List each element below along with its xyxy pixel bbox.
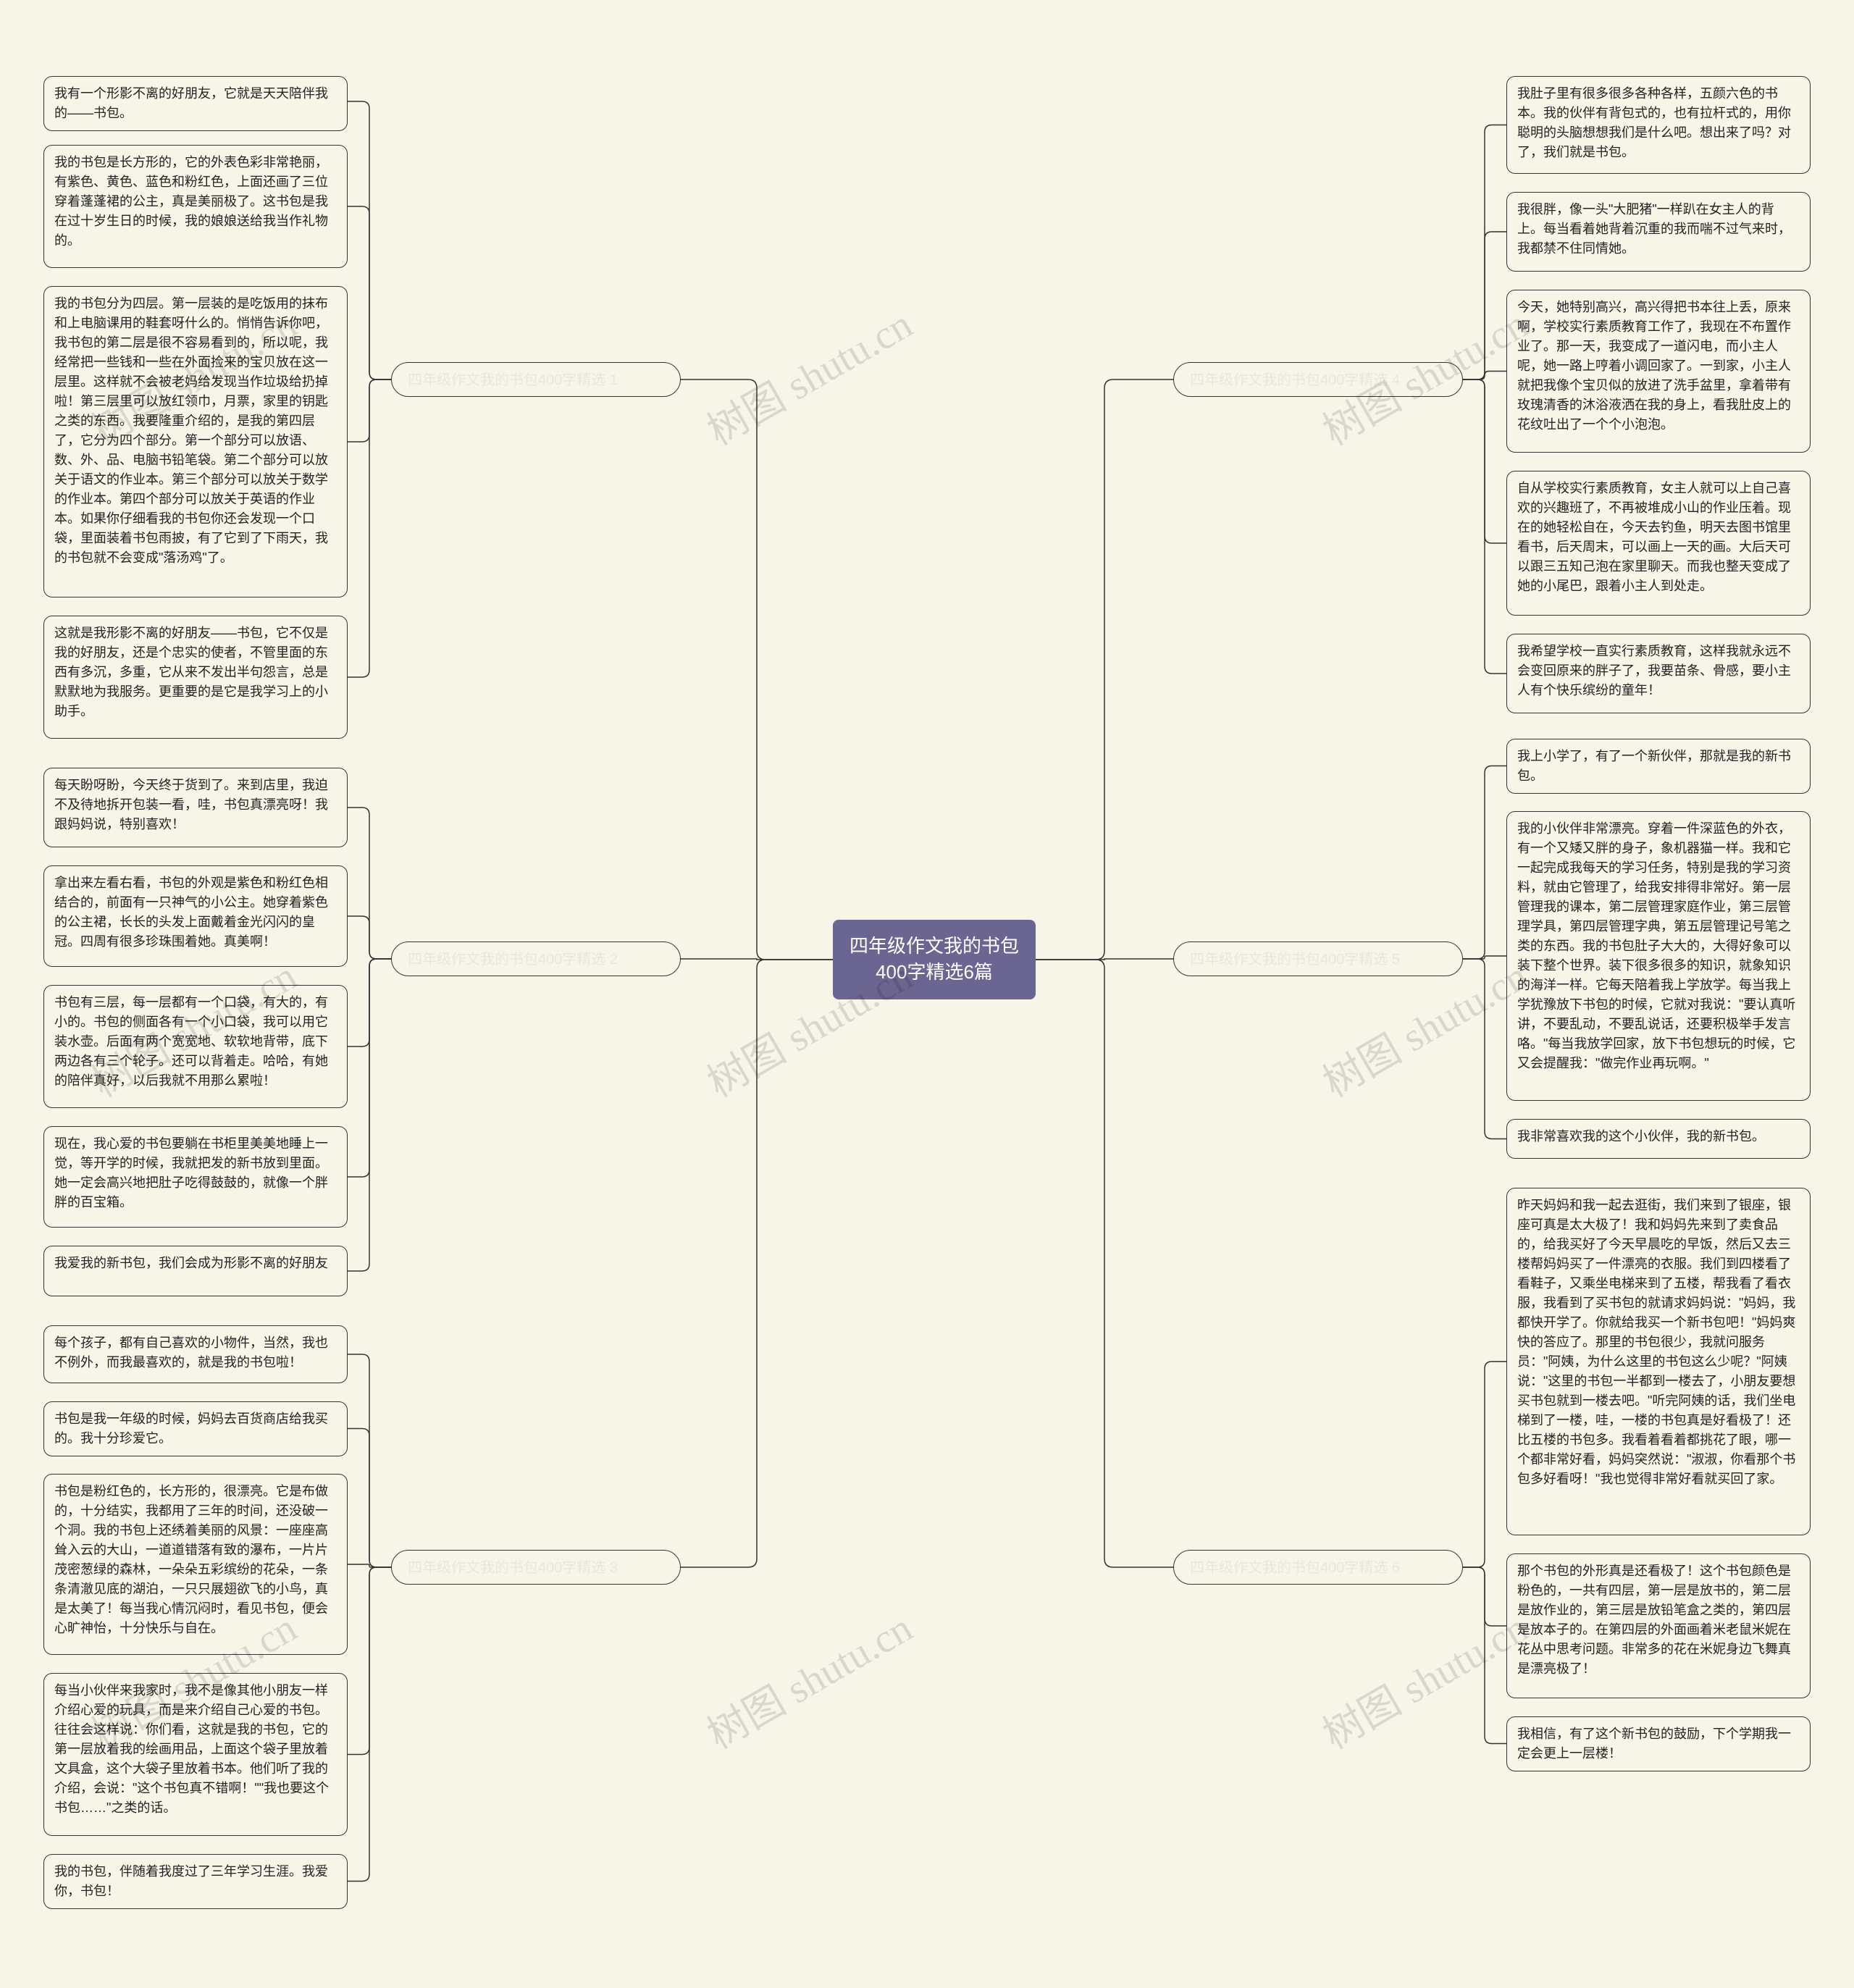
leaf-node: 书包是我一年级的时候，妈妈去百货商店给我买的。我十分珍爱它。 [43,1401,348,1456]
leaf-node: 每天盼呀盼，今天终于货到了。来到店里，我迫不及待地拆开包装一看，哇，书包真漂亮呀… [43,768,348,847]
leaf-node: 我肚子里有很多很多各种各样，五颜六色的书本。我的伙伴有背包式的，也有拉杆式的，用… [1506,76,1811,174]
center-node: 四年级作文我的书包400字精选6篇 [833,920,1036,999]
branch-node: 四年级作文我的书包400字精选 5 [1173,941,1463,976]
branch-node: 四年级作文我的书包400字精选 3 [391,1550,681,1585]
leaf-node: 现在，我心爱的书包要躺在书柜里美美地睡上一觉，等开学的时候，我就把发的新书放到里… [43,1126,348,1228]
leaf-node: 书包是粉红色的，长方形的，很漂亮。它是布做的，十分结实，我都用了三年的时间，还没… [43,1474,348,1655]
watermark: 树图 shutu.cn [695,293,922,457]
leaf-node: 我上小学了，有了一个新伙伴，那就是我的新书包。 [1506,739,1811,794]
leaf-node: 我很胖，像一头"大肥猪"一样趴在女主人的背上。每当看着她背着沉重的我而喘不过气来… [1506,192,1811,272]
leaf-node: 书包有三层，每一层都有一个口袋，有大的，有小的。书包的侧面各有一个小口袋，我可以… [43,985,348,1108]
leaf-node: 那个书包的外形真是还看极了！这个书包颜色是粉色的，一共有四层，第一层是放书的，第… [1506,1553,1811,1698]
branch-node: 四年级作文我的书包400字精选 2 [391,941,681,976]
leaf-node: 我非常喜欢我的这个小伙伴，我的新书包。 [1506,1119,1811,1159]
leaf-node: 今天，她特别高兴，高兴得把书本往上丢，原来啊，学校实行素质教育工作了，我现在不布… [1506,290,1811,453]
leaf-node: 拿出来左看右看，书包的外观是紫色和粉红色相结合的，前面有一只神气的小公主。她穿着… [43,865,348,967]
leaf-node: 我希望学校一直实行素质教育，这样我就永远不会变回原来的胖子了，我要苗条、骨感，要… [1506,634,1811,713]
leaf-node: 我的书包，伴随着我度过了三年学习生涯。我爱你，书包！ [43,1854,348,1909]
branch-node: 四年级作文我的书包400字精选 4 [1173,362,1463,397]
leaf-node: 我的书包是长方形的，它的外表色彩非常艳丽，有紫色、黄色、蓝色和粉红色，上面还画了… [43,145,348,268]
leaf-node: 这就是我形影不离的好朋友——书包，它不仅是我的好朋友，还是个忠实的使者，不管里面… [43,616,348,739]
branch-node: 四年级作文我的书包400字精选 1 [391,362,681,397]
watermark: 树图 shutu.cn [1311,1596,1538,1761]
leaf-node: 每当小伙伴来我家时，我不是像其他小朋友一样介绍心爱的玩具，而是来介绍自己心爱的书… [43,1673,348,1836]
leaf-node: 每个孩子，都有自己喜欢的小物件，当然，我也不例外，而我最喜欢的，就是我的书包啦！ [43,1325,348,1383]
branch-node: 四年级作文我的书包400字精选 6 [1173,1550,1463,1585]
mindmap-canvas: 四年级作文我的书包400字精选6篇 四年级作文我的书包400字精选 1 我有一个形影… [0,0,1854,1988]
leaf-node: 我有一个形影不离的好朋友，它就是天天陪伴我的——书包。 [43,76,348,131]
leaf-node: 我的小伙伴非常漂亮。穿着一件深蓝色的外衣，有一个又矮又胖的身子，象机器猫一样。我… [1506,811,1811,1101]
leaf-node: 自从学校实行素质教育，女主人就可以上自己喜欢的兴趣班了，不再被堆成小山的作业压着… [1506,471,1811,616]
leaf-node: 昨天妈妈和我一起去逛街，我们来到了银座，银座可真是太大极了！我和妈妈先来到了卖食… [1506,1188,1811,1535]
leaf-node: 我爱我的新书包，我们会成为形影不离的好朋友 [43,1246,348,1296]
leaf-node: 我的书包分为四层。第一层装的是吃饭用的抹布和上电脑课用的鞋套呀什么的。悄悄告诉你… [43,286,348,597]
leaf-node: 我相信，有了这个新书包的鼓励，下个学期我一定会更上一层楼！ [1506,1716,1811,1771]
watermark: 树图 shutu.cn [695,1596,922,1761]
